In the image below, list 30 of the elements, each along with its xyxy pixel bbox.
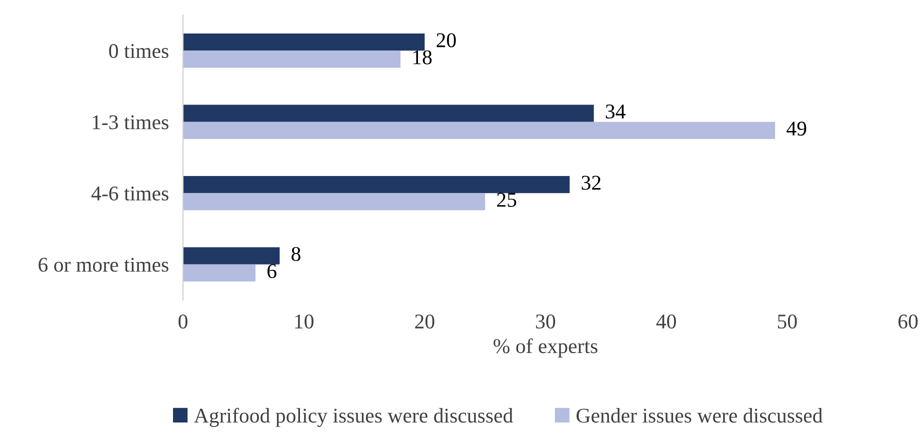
x-tick-label: 20 [415,314,434,329]
bar [183,104,594,122]
data-label: 8 [292,246,300,262]
data-label: 32 [582,176,600,190]
data-label: 49 [786,122,806,136]
x-tick-label: 0 [178,314,188,329]
x-tick-label: 30 [536,314,556,329]
data-label: 18 [413,50,432,64]
y-tick-label: 6 or more times [38,258,168,272]
x-axis-title: % of experts [494,338,598,358]
data-label: 6 [268,264,276,278]
bar [183,193,486,210]
y-tick-label: 0 times [109,44,168,58]
bar [183,50,400,68]
x-tick-label: 50 [778,314,797,329]
bar [183,176,570,194]
x-tick-label: 60 [898,314,918,329]
legend-label: Agrifood policy issues were discussed [194,408,513,427]
legend-label: Gender issues were discussed [576,408,823,423]
x-tick-label: 40 [656,314,676,329]
x-tick-label: 10 [295,314,314,329]
y-tick-label: 1-3 times [92,115,168,130]
data-label: 20 [436,33,456,48]
bar [183,264,256,282]
bar [183,122,776,139]
data-label: 34 [606,104,626,119]
y-tick-label: 4-6 times [91,186,168,201]
data-label: 25 [497,192,516,207]
bar [183,247,280,264]
bar [183,34,425,51]
